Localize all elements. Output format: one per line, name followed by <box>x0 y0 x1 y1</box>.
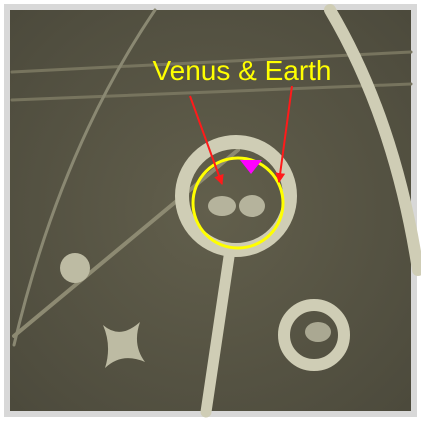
thin-curve <box>12 8 157 347</box>
small-ring <box>278 299 350 371</box>
arrow <box>189 95 224 185</box>
earth-blob <box>239 195 265 217</box>
small-blob <box>60 253 90 283</box>
annotation-label: Venus & Earth <box>152 55 331 86</box>
diagonal-line <box>12 148 240 338</box>
faint-line <box>10 82 413 102</box>
cross-blob <box>103 322 145 368</box>
marker-triangle <box>240 160 262 174</box>
highlight-circle <box>191 156 285 250</box>
engraving <box>10 4 421 418</box>
venus-blob <box>208 196 236 216</box>
stem <box>200 244 236 418</box>
arrow <box>275 85 293 183</box>
large-arc <box>324 4 421 276</box>
ring <box>175 135 297 257</box>
center-blob <box>305 322 331 342</box>
